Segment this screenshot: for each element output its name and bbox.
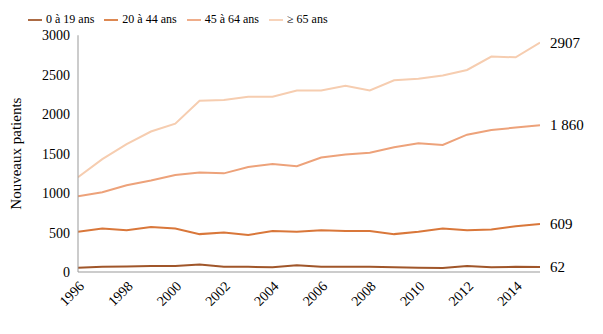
- svg-text:1 860: 1 860: [550, 117, 584, 133]
- svg-text:2012: 2012: [446, 279, 476, 309]
- svg-text:2008: 2008: [349, 279, 379, 309]
- svg-text:62: 62: [550, 259, 565, 275]
- svg-text:500: 500: [49, 226, 70, 241]
- svg-text:2004: 2004: [251, 279, 281, 309]
- svg-text:2000: 2000: [42, 107, 70, 122]
- svg-text:2907: 2907: [550, 35, 581, 51]
- svg-text:1000: 1000: [42, 186, 70, 201]
- svg-text:0: 0: [63, 265, 70, 280]
- svg-text:2014: 2014: [494, 279, 524, 309]
- svg-text:2500: 2500: [42, 68, 70, 83]
- svg-text:1998: 1998: [105, 279, 135, 309]
- svg-text:609: 609: [550, 216, 573, 232]
- svg-text:2010: 2010: [397, 279, 427, 309]
- svg-text:3000: 3000: [42, 28, 70, 43]
- svg-text:Nouveaux patients: Nouveaux patients: [8, 97, 24, 209]
- svg-text:1996: 1996: [57, 279, 87, 309]
- html-text:≥ 65 ans: ≥ 65 ans: [287, 12, 328, 26]
- svg-text:2002: 2002: [203, 279, 233, 309]
- html-text:45 à 64 ans: 45 à 64 ans: [204, 12, 259, 26]
- html-text:20 à 44 ans: 20 à 44 ans: [122, 12, 177, 26]
- svg-text:2000: 2000: [154, 279, 184, 309]
- html-text:0 à 19 ans: 0 à 19 ans: [46, 12, 95, 26]
- svg-text:1500: 1500: [42, 147, 70, 162]
- svg-text:2006: 2006: [300, 279, 330, 309]
